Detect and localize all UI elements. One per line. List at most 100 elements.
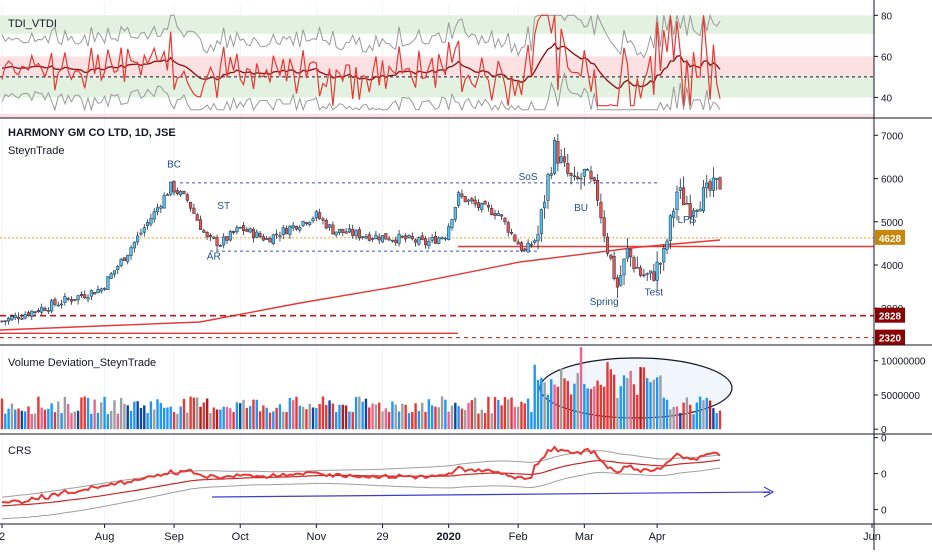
candle-body bbox=[351, 228, 355, 236]
volume-bar bbox=[464, 410, 467, 430]
candle-body bbox=[390, 239, 394, 242]
volume-bar bbox=[358, 396, 361, 430]
volume-bar bbox=[407, 413, 411, 430]
candle-body bbox=[155, 207, 160, 213]
volume-bar bbox=[321, 396, 325, 430]
annotation-label: LPS bbox=[677, 215, 696, 226]
candle-body bbox=[278, 235, 282, 238]
crs-title[interactable]: CRS bbox=[8, 445, 31, 457]
volume-bar bbox=[672, 406, 675, 430]
candle-body bbox=[311, 218, 315, 222]
volume-bar bbox=[430, 405, 434, 430]
candle-body bbox=[40, 307, 44, 313]
candle-body bbox=[596, 179, 600, 201]
candle-body bbox=[53, 299, 57, 305]
price-title[interactable]: HARMONY GM CO LTD, 1D, JSE bbox=[8, 127, 176, 139]
volume-bar bbox=[480, 409, 483, 430]
candle-body bbox=[331, 224, 335, 235]
candle-body bbox=[265, 237, 269, 240]
candle-body bbox=[539, 209, 543, 235]
candle-body bbox=[682, 187, 686, 206]
candle-body bbox=[648, 270, 653, 274]
candle-body bbox=[76, 295, 80, 301]
candle-body bbox=[232, 230, 236, 234]
volume-bar bbox=[222, 406, 225, 430]
volume-bar bbox=[285, 412, 288, 430]
candle-body bbox=[665, 240, 669, 250]
candle-body bbox=[457, 192, 461, 206]
candle-body bbox=[268, 238, 272, 243]
candle-body bbox=[371, 238, 375, 240]
volume-bar bbox=[619, 386, 622, 430]
candle-body bbox=[466, 199, 471, 202]
volume-bar bbox=[437, 407, 440, 430]
volume-bar bbox=[47, 408, 50, 430]
volume-bar bbox=[447, 411, 450, 430]
volume-bar bbox=[123, 403, 126, 430]
volume-bar bbox=[563, 378, 566, 430]
candle-body bbox=[281, 227, 285, 236]
candle-body bbox=[50, 300, 54, 312]
volume-bar bbox=[162, 407, 166, 430]
volume-bar bbox=[374, 404, 378, 430]
volume-bar bbox=[513, 407, 517, 430]
volume-bar bbox=[536, 379, 540, 430]
volume-bar bbox=[23, 411, 27, 430]
volume-bar bbox=[80, 397, 83, 430]
candle-body bbox=[132, 241, 136, 249]
candle-body bbox=[440, 237, 444, 240]
volume-bar bbox=[30, 414, 33, 430]
candle-body bbox=[56, 304, 60, 307]
volume-bar bbox=[715, 413, 718, 430]
price-subtitle[interactable]: SteynTrade bbox=[8, 145, 64, 157]
candle-body bbox=[212, 236, 216, 239]
volume-bar bbox=[593, 386, 596, 430]
volume-bar bbox=[334, 412, 338, 430]
candle-body bbox=[126, 254, 130, 262]
indicator-title[interactable]: TDI_VTDI bbox=[8, 18, 57, 30]
volume-title[interactable]: Volume Deviation_SteynTrade bbox=[8, 357, 156, 369]
volume-bar bbox=[252, 399, 255, 430]
annotation-label: AR bbox=[207, 251, 221, 262]
candle-body bbox=[701, 187, 706, 212]
candle-body bbox=[668, 215, 672, 241]
candle-body bbox=[453, 206, 457, 220]
candle-body bbox=[480, 202, 484, 210]
candle-body bbox=[165, 194, 169, 196]
crs-lower-band-line bbox=[1, 467, 721, 520]
candle-body bbox=[43, 308, 47, 311]
volume-bar bbox=[543, 382, 546, 430]
volume-bar bbox=[212, 407, 215, 430]
volume-bar bbox=[368, 407, 371, 430]
volume-bar bbox=[394, 404, 397, 430]
volume-panel bbox=[0, 345, 873, 434]
candle-body bbox=[662, 248, 666, 263]
volume-bar bbox=[73, 411, 76, 430]
volume-bar bbox=[169, 406, 172, 430]
volume-bar bbox=[235, 402, 239, 430]
candle-body bbox=[433, 235, 437, 244]
volume-bar bbox=[348, 411, 351, 430]
candle-body bbox=[586, 169, 590, 171]
volume-bar bbox=[457, 406, 460, 430]
volume-bar bbox=[500, 405, 503, 430]
volume-bar bbox=[219, 409, 222, 430]
volume-bar bbox=[391, 401, 394, 430]
candle-body bbox=[605, 236, 610, 254]
candle-body bbox=[159, 206, 163, 209]
volume-bar bbox=[318, 404, 321, 430]
volume-bar bbox=[328, 400, 331, 430]
candle-body bbox=[549, 173, 553, 176]
candle-body bbox=[225, 236, 229, 241]
candle-body bbox=[476, 202, 481, 208]
price-label-text: 4628 bbox=[879, 234, 902, 245]
candle-body bbox=[496, 213, 500, 216]
indicator-upper-band-line bbox=[1, 13, 721, 59]
candle-body bbox=[139, 232, 143, 235]
candle-body bbox=[182, 190, 186, 194]
candle-body bbox=[632, 257, 636, 270]
candle-body bbox=[470, 198, 474, 202]
y-tick-label: 60 bbox=[881, 52, 893, 63]
candle-body bbox=[169, 181, 173, 195]
volume-bar bbox=[649, 382, 652, 430]
